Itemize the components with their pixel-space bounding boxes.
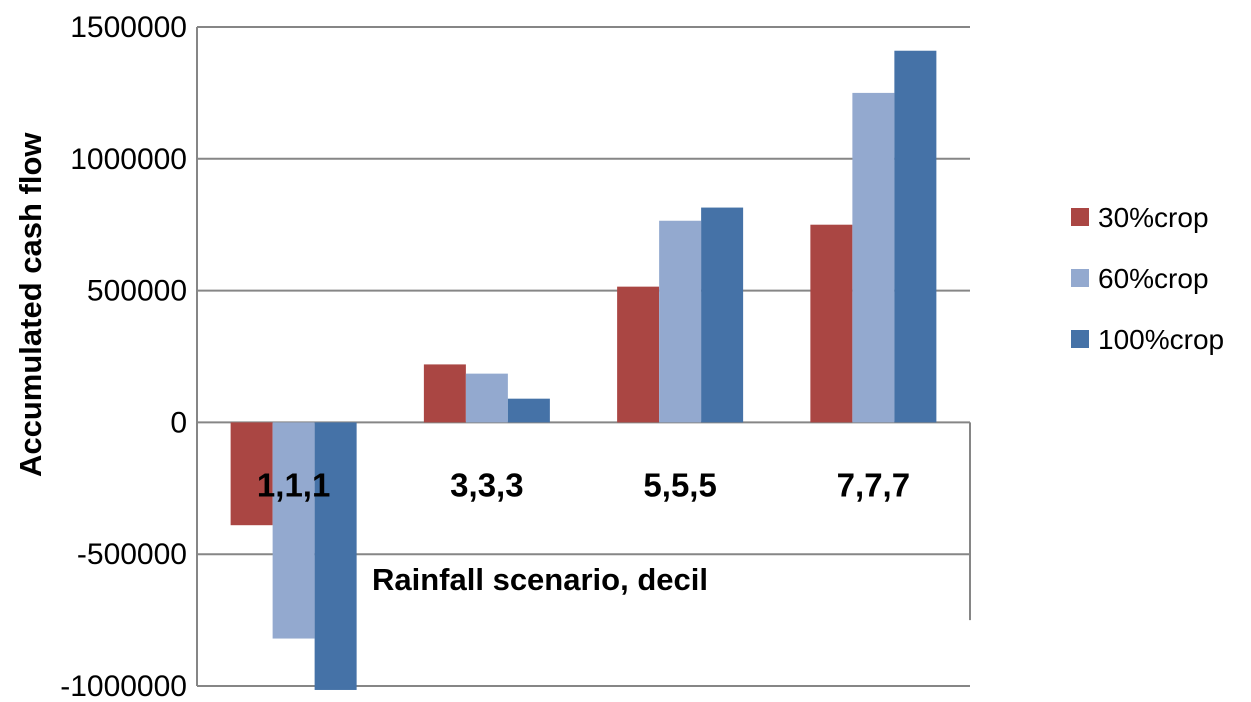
bar-60pct-crop-4: [852, 92, 895, 423]
x-category-label: 3,3,3: [450, 466, 523, 503]
y-tick-label: 1500000: [70, 11, 187, 44]
bar-30pct-crop-4: [810, 224, 853, 423]
y-tick-label: 500000: [87, 275, 187, 308]
y-tick-labels: -1000000 -500000 0 500000 1000000 1500000: [60, 11, 187, 702]
y-tick-label: -1000000: [60, 670, 187, 702]
bar-60pct-crop-3: [659, 220, 702, 423]
y-tick-label: 0: [170, 406, 187, 439]
y-tick-label: 1000000: [70, 143, 187, 176]
x-category-labels: 1,1,1 3,3,3 5,5,5 7,7,7: [257, 466, 910, 503]
bar-30pct-crop-2: [423, 364, 466, 423]
x-axis-title: Rainfall scenario, decil: [372, 562, 708, 597]
bar-100pct-crop-2: [507, 398, 550, 423]
y-tick-label: -500000: [77, 538, 187, 571]
legend: 30%crop 60%crop 100%crop: [1071, 202, 1224, 355]
bars: [230, 50, 937, 690]
x-category-label: 5,5,5: [643, 466, 716, 503]
legend-swatch: [1071, 269, 1089, 287]
legend-swatch: [1071, 208, 1089, 226]
legend-label: 100%crop: [1098, 324, 1224, 355]
bar-100pct-crop-3: [701, 207, 744, 423]
y-axis-title: Accumulated cash flow: [13, 132, 48, 477]
bar-100pct-crop-4: [894, 50, 937, 423]
bar-60pct-crop-2: [465, 373, 508, 423]
bar-60pct-crop-1: [272, 422, 315, 639]
bar-100pct-crop-1: [314, 422, 357, 690]
legend-label: 30%crop: [1098, 202, 1209, 233]
axes: [196, 27, 971, 686]
bar-30pct-crop-1: [230, 422, 273, 526]
bar-30pct-crop-3: [617, 286, 660, 423]
x-category-label: 1,1,1: [257, 466, 330, 503]
legend-label: 60%crop: [1098, 263, 1209, 294]
legend-swatch: [1071, 330, 1089, 348]
x-category-label: 7,7,7: [837, 466, 910, 503]
